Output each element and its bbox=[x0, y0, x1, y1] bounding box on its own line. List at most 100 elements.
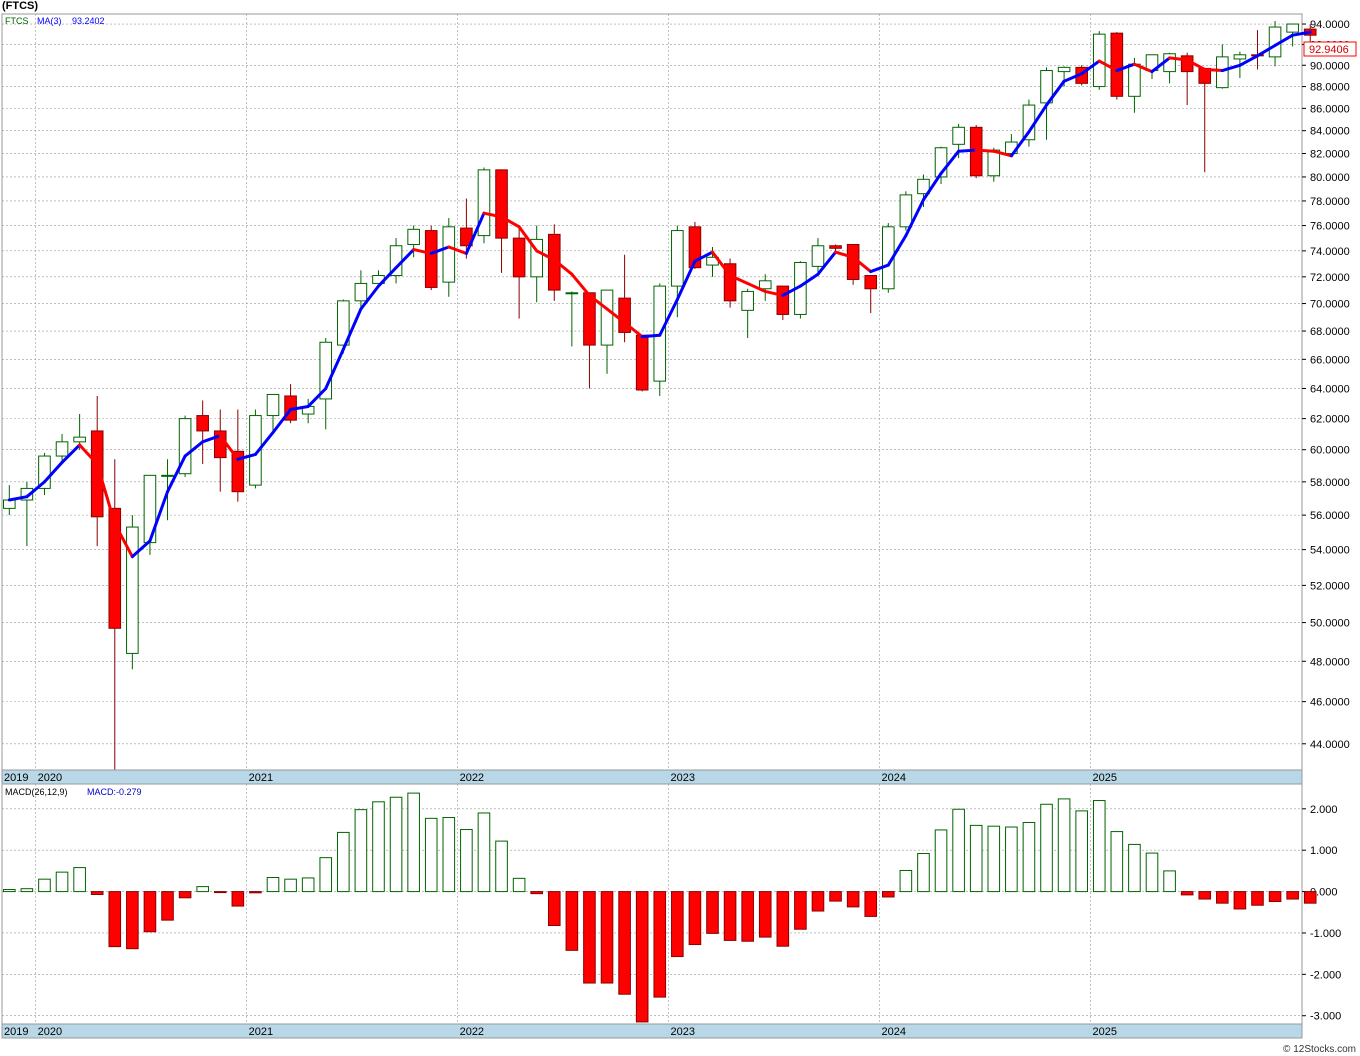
ma3-segment bbox=[798, 272, 820, 288]
ma3-segment bbox=[1027, 103, 1049, 134]
candle-body bbox=[266, 393, 280, 417]
ma3-segment bbox=[1220, 63, 1242, 73]
last-price-box bbox=[1303, 41, 1357, 57]
candle-body bbox=[899, 194, 913, 228]
candle-body bbox=[1022, 104, 1036, 141]
ma3-segment bbox=[1255, 43, 1277, 58]
price-y-axis: 44.0000 46.0000 48.0000 50.0000 52.0000 54.00… bbox=[1302, 19, 1350, 751]
macd-bar bbox=[196, 886, 209, 893]
macd-bar bbox=[952, 808, 965, 893]
macd-x-tick-label: 2025 bbox=[1092, 1026, 1116, 1038]
ma3-segment bbox=[728, 274, 750, 285]
candle bbox=[38, 452, 51, 496]
candle bbox=[653, 283, 667, 396]
candle-body bbox=[618, 297, 631, 333]
ma3-segment bbox=[201, 434, 222, 444]
candle bbox=[512, 226, 526, 319]
macd-bar bbox=[1163, 870, 1176, 893]
ma3-segment bbox=[904, 198, 925, 238]
price-x-tick-label: 2019 bbox=[4, 772, 28, 784]
macd-y-tick-label: -2.000 bbox=[1310, 969, 1341, 981]
candle-body bbox=[442, 226, 456, 283]
ma3-segment bbox=[359, 284, 380, 311]
candle-body bbox=[583, 292, 596, 346]
candle-body bbox=[407, 228, 420, 245]
candle bbox=[249, 409, 262, 489]
price-y-tick-label: 62.0000 bbox=[1310, 414, 1350, 426]
macd-bar bbox=[1216, 891, 1229, 904]
ma3-segment bbox=[429, 245, 451, 255]
macd-y-tick-label: 0.000 bbox=[1310, 887, 1338, 899]
macd-bar bbox=[3, 889, 16, 893]
price-y-tick-label: 60.0000 bbox=[1310, 445, 1350, 457]
macd-bar bbox=[776, 891, 790, 947]
price-y-tick-label: 52.0000 bbox=[1310, 580, 1350, 592]
ma3-segment bbox=[341, 307, 363, 351]
macd-bar bbox=[583, 891, 596, 984]
ma3-line bbox=[7, 30, 1312, 559]
macd-bar bbox=[864, 891, 878, 917]
ma3-segment bbox=[7, 495, 29, 502]
macd-legend: MACD(26,12,9) MACD:-0.279 bbox=[5, 787, 142, 797]
macd-bar bbox=[1145, 852, 1159, 893]
ma3-segment bbox=[974, 148, 996, 153]
price-x-tick-label: 2021 bbox=[249, 772, 273, 784]
candle bbox=[108, 459, 122, 770]
candle-body bbox=[512, 237, 526, 278]
macd-bar bbox=[284, 878, 297, 893]
macd-bar bbox=[1110, 831, 1124, 893]
legend-symbol: FTCS bbox=[5, 16, 29, 26]
ma3-segment bbox=[552, 258, 574, 276]
candle bbox=[600, 289, 614, 374]
candle bbox=[776, 285, 790, 320]
ma3-segment bbox=[693, 250, 714, 263]
ma3-segment bbox=[1203, 67, 1224, 73]
macd-bar bbox=[319, 857, 333, 893]
legend-ma-label: MA(3) bbox=[37, 16, 62, 26]
macd-bar bbox=[969, 824, 983, 893]
candle bbox=[442, 218, 456, 297]
candle bbox=[547, 224, 561, 301]
candle bbox=[477, 167, 491, 244]
candle-body bbox=[1110, 32, 1124, 97]
candle-body bbox=[90, 430, 104, 518]
last-price-label: 92.9406 bbox=[1309, 44, 1349, 56]
price-y-tick-label: 66.0000 bbox=[1310, 354, 1350, 366]
macd-bar bbox=[987, 825, 1001, 893]
ma3-segment bbox=[95, 462, 117, 526]
candle-body bbox=[108, 507, 122, 629]
price-panel-frame bbox=[1, 13, 1303, 771]
candle-body bbox=[829, 245, 842, 249]
ma3-segment bbox=[605, 307, 627, 325]
macd-y-tick-label: 1.000 bbox=[1310, 845, 1338, 857]
macd-bar bbox=[917, 853, 930, 893]
macd-bar bbox=[671, 891, 684, 958]
macd-bar bbox=[337, 831, 350, 893]
ma3-segment bbox=[464, 211, 486, 255]
macd-bar bbox=[794, 891, 807, 930]
macd-bar bbox=[899, 869, 913, 893]
macd-bar bbox=[55, 871, 69, 893]
ma3-segment bbox=[1009, 130, 1031, 158]
ma3-segment bbox=[376, 266, 398, 288]
ma3-segment bbox=[166, 454, 187, 494]
macd-bar bbox=[231, 891, 245, 907]
candle bbox=[1216, 44, 1229, 89]
macd-y-axis: -3.000 -2.000 -1.000 0.000 1.000 2.000 bbox=[1302, 804, 1341, 1023]
candle bbox=[55, 434, 69, 465]
ma3-segment bbox=[60, 443, 82, 464]
macd-bar bbox=[1251, 891, 1264, 906]
candle-body bbox=[688, 226, 702, 269]
macd-bar bbox=[143, 891, 157, 933]
macd-bar bbox=[635, 891, 649, 1023]
credit-label: © 12Stocks.com bbox=[1283, 1044, 1356, 1055]
price-legend: FTCS MA(3) 93.2402 bbox=[5, 16, 105, 26]
ma3-segment bbox=[1062, 72, 1084, 83]
ma3-segment bbox=[148, 490, 170, 543]
ma3-segment bbox=[763, 289, 785, 297]
candle bbox=[354, 270, 368, 309]
ma3-segment bbox=[658, 297, 679, 337]
macd-bar bbox=[389, 796, 403, 893]
macd-panel-frame bbox=[1, 783, 1303, 1025]
